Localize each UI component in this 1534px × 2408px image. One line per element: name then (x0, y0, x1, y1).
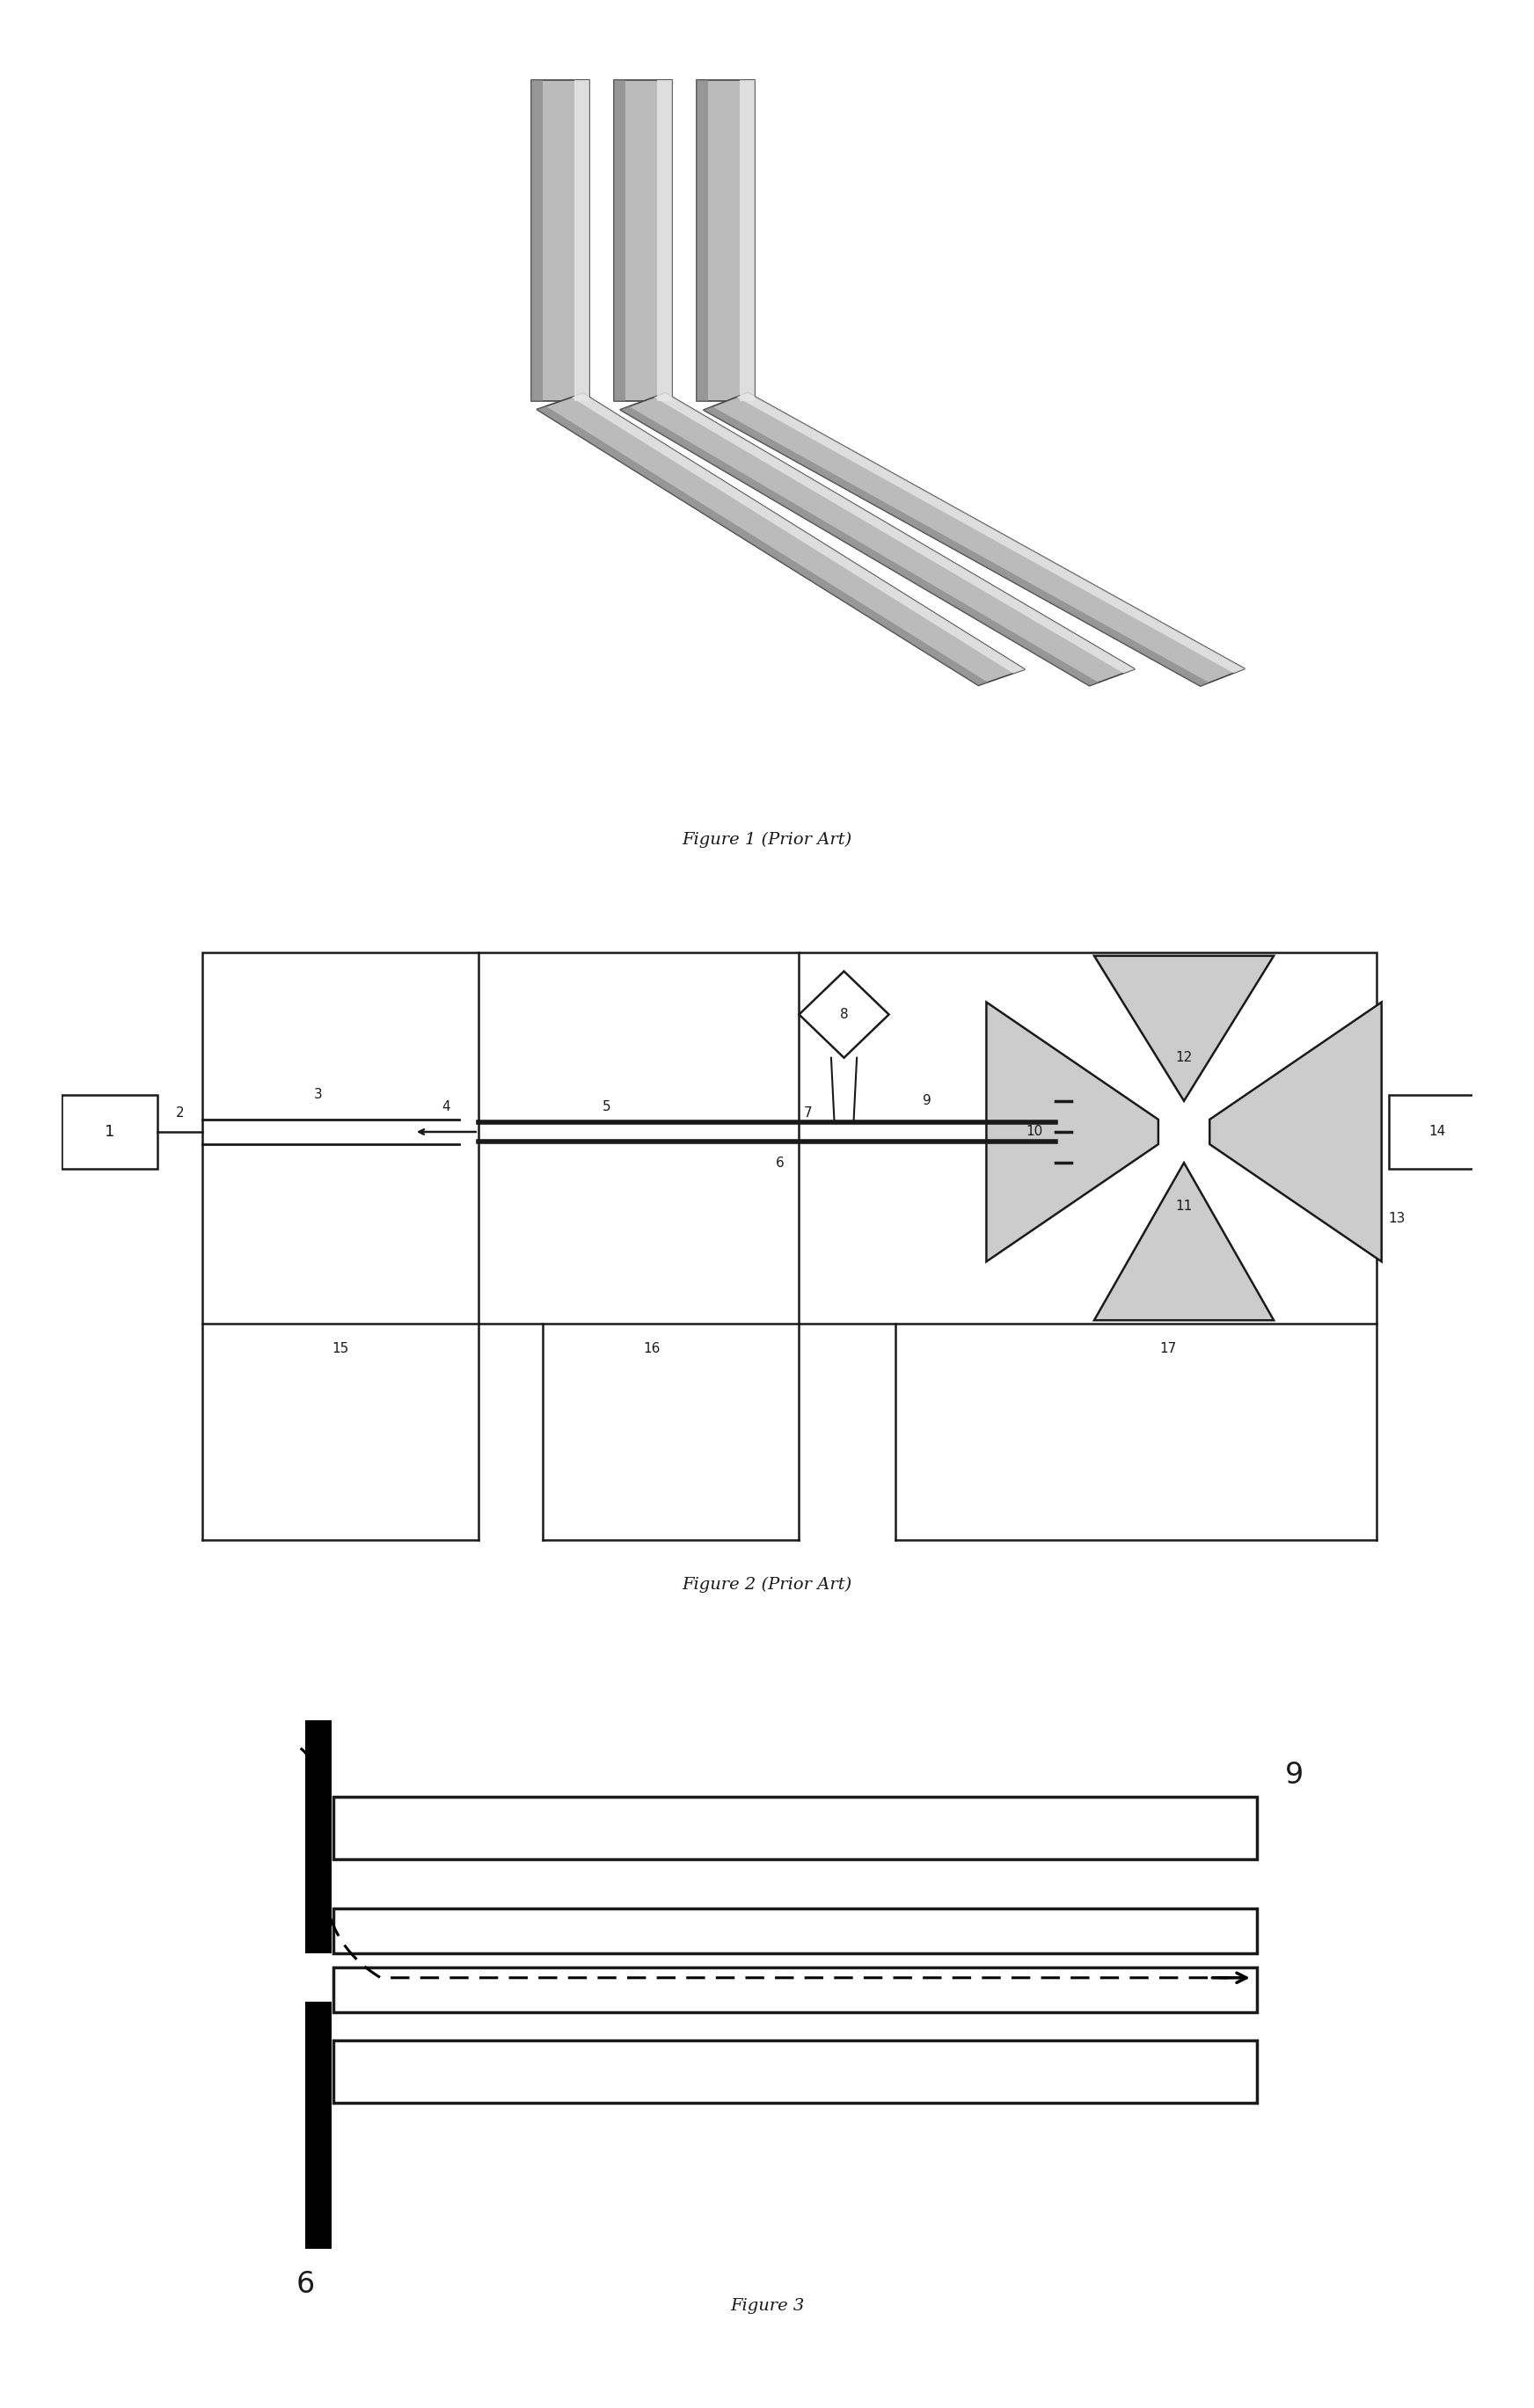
Text: 14: 14 (1428, 1125, 1447, 1139)
Text: 17: 17 (1160, 1341, 1177, 1356)
Bar (333, 1907, 1256, 1953)
Polygon shape (1210, 1002, 1382, 1262)
Polygon shape (986, 1002, 1158, 1262)
Bar (1390, 1096, 1485, 1168)
Polygon shape (537, 407, 988, 686)
Bar (333, 2040, 1256, 2102)
Polygon shape (736, 393, 1244, 674)
Polygon shape (1094, 1163, 1273, 1320)
Text: 9: 9 (923, 1093, 931, 1108)
Polygon shape (620, 407, 1098, 686)
Text: 4: 4 (442, 1100, 451, 1112)
Bar (305, 1719, 331, 1953)
Polygon shape (614, 79, 626, 402)
Bar (305, 2001, 331, 2249)
Polygon shape (537, 393, 1025, 686)
Polygon shape (614, 79, 672, 402)
Bar (333, 1796, 1256, 1859)
Text: Figure 1 (Prior Art): Figure 1 (Prior Art) (683, 831, 851, 848)
Polygon shape (531, 79, 543, 402)
Text: 10: 10 (1026, 1125, 1043, 1139)
Polygon shape (704, 407, 1209, 686)
Polygon shape (799, 970, 888, 1057)
Text: 8: 8 (839, 1009, 848, 1021)
Text: 13: 13 (1388, 1211, 1405, 1226)
Polygon shape (739, 79, 755, 402)
Polygon shape (574, 79, 589, 402)
Polygon shape (696, 79, 709, 402)
Bar (202, 954, 1376, 1324)
Polygon shape (704, 393, 1244, 686)
Text: 9: 9 (1285, 1760, 1304, 1789)
Bar (333, 1967, 1256, 2013)
Text: 6: 6 (776, 1156, 784, 1170)
Text: 7: 7 (804, 1105, 811, 1120)
Polygon shape (572, 393, 1025, 674)
Polygon shape (696, 79, 755, 402)
Text: 3: 3 (313, 1088, 322, 1100)
Text: 15: 15 (331, 1341, 348, 1356)
Text: 2: 2 (176, 1105, 184, 1120)
Polygon shape (531, 79, 589, 402)
Text: 1: 1 (104, 1125, 115, 1139)
Text: 6: 6 (296, 2271, 314, 2300)
Text: 5: 5 (603, 1100, 611, 1112)
Bar (61, 1096, 158, 1168)
Text: 16: 16 (643, 1341, 660, 1356)
Polygon shape (653, 393, 1135, 674)
Polygon shape (657, 79, 672, 402)
Polygon shape (620, 393, 1135, 686)
Text: 11: 11 (1175, 1199, 1192, 1214)
Text: 12: 12 (1175, 1052, 1192, 1064)
Text: Figure 3: Figure 3 (730, 2297, 804, 2314)
Polygon shape (1094, 956, 1273, 1100)
Text: Figure 2 (Prior Art): Figure 2 (Prior Art) (683, 1577, 851, 1592)
